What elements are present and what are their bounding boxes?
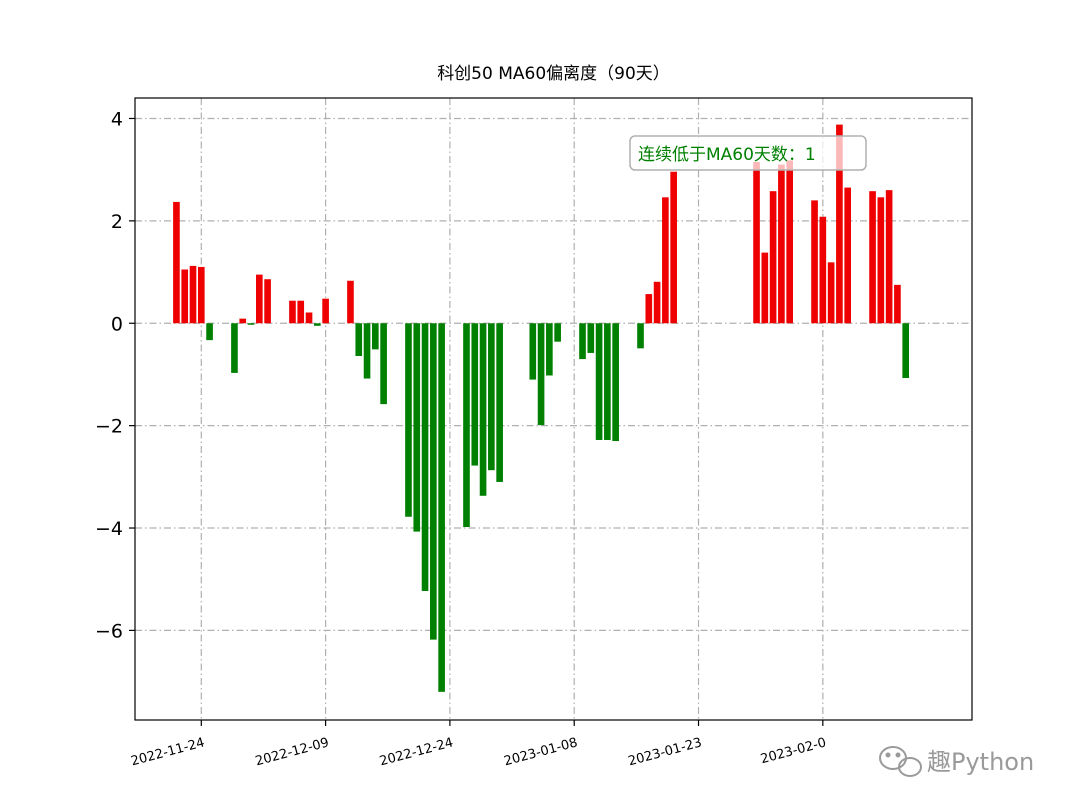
bar	[372, 323, 379, 350]
y-tick-label: 4	[111, 108, 123, 130]
bar	[305, 312, 313, 324]
bar	[587, 323, 595, 353]
bar	[197, 266, 205, 324]
y-tick-label: −6	[95, 620, 123, 642]
bar	[819, 216, 827, 324]
x-tick-label: 2023-02-0	[759, 735, 828, 767]
bar	[405, 323, 412, 517]
bar	[761, 252, 769, 324]
bar	[662, 197, 669, 324]
bar-series	[173, 124, 910, 692]
bar	[314, 323, 321, 326]
bar	[206, 323, 213, 341]
bar	[869, 191, 876, 324]
bar	[894, 284, 901, 324]
bar	[247, 323, 255, 325]
bar	[289, 300, 296, 324]
bar	[347, 280, 354, 324]
y-tick-label: 0	[111, 313, 123, 335]
bar	[496, 323, 503, 482]
wechat-icon	[879, 746, 922, 777]
bar	[769, 191, 777, 324]
bar	[479, 323, 487, 496]
bar	[231, 323, 238, 373]
bar	[645, 294, 653, 324]
x-tick-label: 2022-12-09	[254, 735, 331, 769]
annotation-box: 连续低于MA60天数：1	[629, 135, 867, 171]
bar	[827, 262, 835, 324]
bar	[471, 323, 479, 466]
bar	[463, 323, 470, 528]
bar	[363, 323, 371, 379]
bar	[546, 323, 553, 376]
bar	[786, 160, 793, 324]
x-tick-label: 2023-01-23	[627, 735, 704, 769]
bar	[189, 265, 197, 324]
bar	[297, 300, 305, 324]
bar	[355, 323, 363, 357]
bar	[173, 201, 180, 324]
bar	[877, 197, 885, 324]
y-tick-label: −2	[95, 416, 123, 438]
bar	[885, 190, 893, 324]
chart-title: 科创50 MA60偏离度（90天）	[437, 64, 670, 84]
plot-frame	[134, 97, 973, 721]
bar	[438, 323, 445, 692]
bar	[604, 323, 611, 440]
bar	[811, 200, 818, 324]
y-tick-label: 2	[111, 211, 123, 233]
annotation-text: 连续低于MA60天数：1	[638, 145, 816, 165]
bar	[637, 323, 644, 349]
bar	[844, 187, 852, 324]
bar	[579, 323, 586, 360]
bar	[670, 171, 677, 324]
x-tick-label: 2022-12-24	[378, 735, 455, 769]
bar	[255, 274, 263, 324]
axis-ticks: 4 2 0 −2 −4 −6 2022-11-24 2022-12-09 2022-12-24 2…	[95, 108, 828, 769]
annotation-background	[629, 135, 867, 171]
bar	[753, 161, 760, 324]
bar	[836, 124, 843, 324]
bar	[380, 323, 387, 405]
bar	[653, 281, 661, 324]
bar	[322, 298, 329, 324]
bar	[430, 323, 437, 640]
bar	[537, 323, 545, 426]
x-tick-label: 2023-01-08	[502, 735, 579, 769]
bar	[595, 323, 603, 440]
bar	[421, 323, 429, 591]
watermark: 趣Python	[879, 746, 1034, 777]
bar	[264, 279, 271, 324]
bar	[239, 318, 247, 324]
bar	[902, 323, 910, 379]
bar	[612, 323, 619, 441]
bar	[488, 323, 495, 471]
bar	[554, 323, 561, 342]
bar	[529, 323, 537, 380]
y-tick-label: −4	[95, 518, 123, 540]
x-tick-label: 2022-11-24	[129, 735, 206, 769]
bar	[181, 269, 189, 324]
watermark-text: 趣Python	[927, 748, 1034, 776]
bar	[413, 323, 421, 532]
bar	[778, 164, 785, 324]
